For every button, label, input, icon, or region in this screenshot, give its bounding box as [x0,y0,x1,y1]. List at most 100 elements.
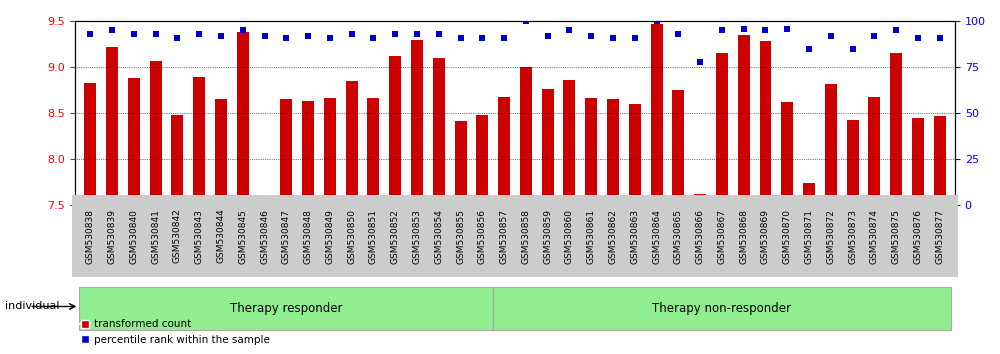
Text: GSM530868: GSM530868 [739,209,748,264]
Text: GSM530843: GSM530843 [195,209,204,263]
Bar [324,98,336,205]
Point [169,35,185,41]
Bar [563,80,575,205]
Bar [215,99,227,205]
Point [866,33,882,39]
Point [496,35,512,41]
Text: GSM530840: GSM530840 [129,209,138,263]
Text: GSM530841: GSM530841 [151,209,160,263]
Text: GSM530875: GSM530875 [892,209,901,264]
Point [474,35,490,41]
Point [779,26,795,32]
Point [736,26,752,32]
Bar [237,32,249,205]
Text: GSM530863: GSM530863 [630,209,639,264]
Text: GSM530871: GSM530871 [805,209,814,264]
Text: GSM530877: GSM530877 [935,209,944,264]
Bar [498,97,510,205]
Text: GSM530862: GSM530862 [609,209,618,263]
Point [409,31,425,37]
Point [561,28,577,33]
Bar [694,194,706,205]
Text: GSM530870: GSM530870 [783,209,792,264]
Point [213,33,229,39]
Text: GSM530854: GSM530854 [434,209,443,263]
Bar [433,58,445,205]
Bar [651,24,663,205]
Text: GSM530856: GSM530856 [478,209,487,264]
Text: GSM530852: GSM530852 [391,209,400,263]
Bar [150,61,162,205]
Bar [738,35,750,205]
Text: GSM530860: GSM530860 [565,209,574,264]
Text: GSM530855: GSM530855 [456,209,465,264]
Text: GSM530864: GSM530864 [652,209,661,263]
Point [670,31,686,37]
Point [344,31,360,37]
Point [714,28,730,33]
Bar [781,102,793,205]
Point [823,33,839,39]
Text: GSM530872: GSM530872 [826,209,835,263]
Bar [455,121,467,205]
Point [365,35,381,41]
Text: GSM530867: GSM530867 [717,209,726,264]
Text: GSM530847: GSM530847 [282,209,291,263]
Bar [912,118,924,205]
Point [605,35,621,41]
Point [801,46,817,52]
Text: GSM530842: GSM530842 [173,209,182,263]
Text: GSM530850: GSM530850 [347,209,356,264]
Point [322,35,338,41]
Bar [934,116,946,205]
FancyBboxPatch shape [493,287,951,330]
Text: individual: individual [5,302,60,312]
Bar [171,115,183,205]
Bar [803,183,815,205]
Bar [389,56,401,205]
Text: GSM530866: GSM530866 [696,209,705,264]
Bar [476,115,488,205]
Point [148,31,164,37]
Legend: transformed count, percentile rank within the sample: transformed count, percentile rank withi… [75,315,274,349]
Text: GSM530845: GSM530845 [238,209,247,263]
Bar [193,78,205,205]
Point [431,31,447,37]
Point [888,28,904,33]
Text: GSM530859: GSM530859 [543,209,552,264]
Point [300,33,316,39]
Bar [106,47,118,205]
Text: GSM530846: GSM530846 [260,209,269,263]
Bar [128,78,140,205]
Point [235,28,251,33]
Bar [868,97,880,205]
Text: GSM530874: GSM530874 [870,209,879,263]
Point [104,28,120,33]
Text: GSM530853: GSM530853 [412,209,421,264]
Point [387,31,403,37]
Point [126,31,142,37]
Bar [716,53,728,205]
Text: GSM530848: GSM530848 [304,209,313,263]
Point [845,46,861,52]
Point [82,31,98,37]
Bar [411,40,423,205]
Text: GSM530873: GSM530873 [848,209,857,264]
FancyBboxPatch shape [79,287,493,330]
Text: GSM530869: GSM530869 [761,209,770,264]
Bar [520,67,532,205]
Point [453,35,469,41]
Point [932,35,948,41]
Bar [542,89,554,205]
Text: GSM530865: GSM530865 [674,209,683,264]
Point [278,35,294,41]
Bar [367,98,379,205]
Point [518,18,534,24]
Point [540,33,556,39]
Point [910,35,926,41]
Point [627,35,643,41]
Text: GSM530858: GSM530858 [521,209,530,264]
Bar [825,84,837,205]
Bar [302,101,314,205]
Text: Therapy non-responder: Therapy non-responder [652,302,791,315]
